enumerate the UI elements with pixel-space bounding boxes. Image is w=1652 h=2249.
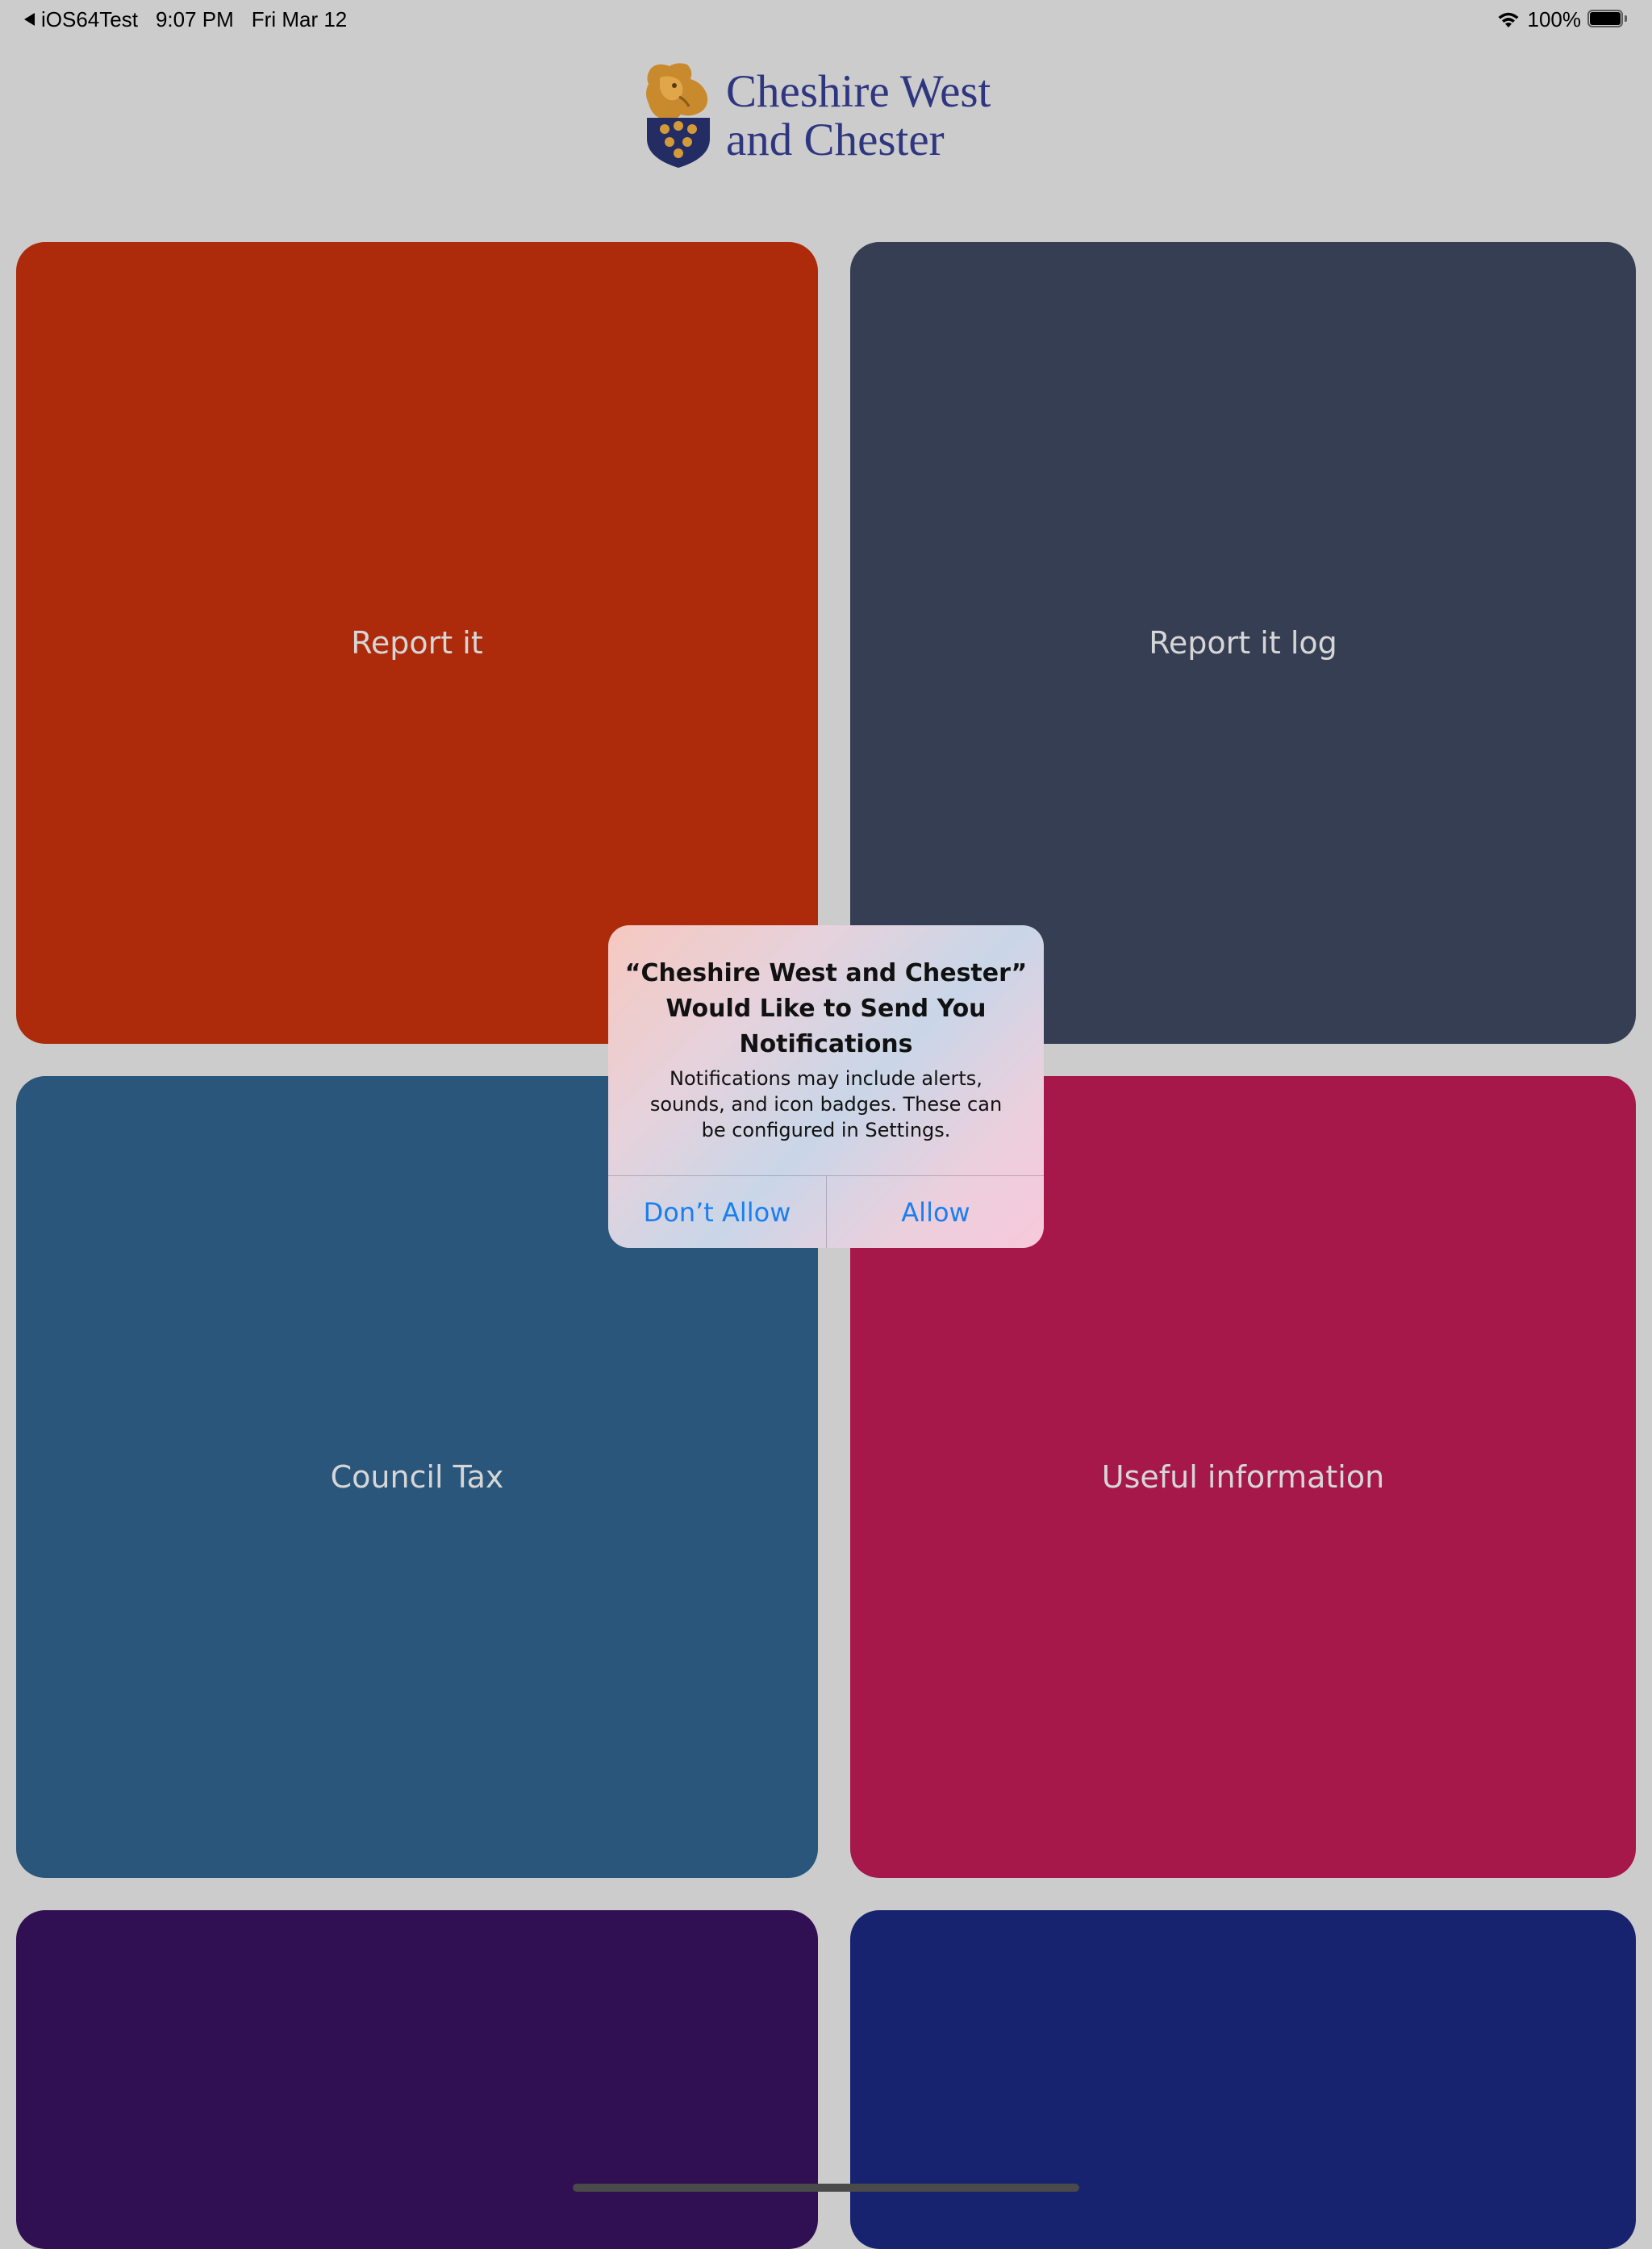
battery-icon bbox=[1587, 10, 1628, 29]
status-time: 9:07 PM bbox=[155, 6, 234, 31]
tile-label: Useful information bbox=[1101, 1459, 1385, 1495]
tile-label: Report it log bbox=[1149, 625, 1337, 661]
status-bar-left: iOS64Test 9:07 PM Fri Mar 12 bbox=[24, 6, 347, 32]
status-date: Fri Mar 12 bbox=[251, 6, 348, 31]
status-bar: iOS64Test 9:07 PM Fri Mar 12 100% bbox=[0, 0, 1652, 39]
notification-permission-alert: “Cheshire West and Chester” Would Like t… bbox=[608, 925, 1044, 1248]
app-logo: Cheshire West and Chester bbox=[642, 61, 1013, 171]
alert-button-divider bbox=[826, 1176, 827, 1248]
tile-report-it[interactable]: Report it bbox=[16, 242, 818, 1044]
tile-bottom-left[interactable] bbox=[16, 1910, 818, 2249]
home-indicator[interactable] bbox=[573, 2184, 1079, 2192]
logo-line-1: Cheshire West bbox=[726, 66, 991, 117]
tile-label: Report it bbox=[351, 625, 483, 661]
wifi-icon bbox=[1498, 12, 1518, 27]
alert-message: Notifications may include alerts, sounds… bbox=[649, 1067, 1003, 1141]
logo-text: Cheshire West and Chester bbox=[726, 68, 991, 165]
back-arrow-icon[interactable] bbox=[24, 13, 35, 26]
alert-divider bbox=[608, 1175, 1044, 1176]
tile-label: Council Tax bbox=[330, 1459, 504, 1495]
dont-allow-button[interactable]: Don’t Allow bbox=[643, 1196, 791, 1228]
tile-report-it-log[interactable]: Report it log bbox=[850, 242, 1636, 1044]
logo-line-2: and Chester bbox=[726, 115, 945, 165]
lion-crest-icon bbox=[646, 63, 710, 168]
battery-percent: 100% bbox=[1527, 6, 1582, 31]
tile-bottom-right[interactable] bbox=[850, 1910, 1636, 2249]
back-app-label[interactable]: iOS64Test bbox=[41, 6, 138, 31]
allow-button[interactable]: Allow bbox=[901, 1196, 970, 1228]
status-bar-right: 100% bbox=[1496, 6, 1629, 32]
alert-title: “Cheshire West and Chester” Would Like t… bbox=[624, 959, 1028, 1058]
